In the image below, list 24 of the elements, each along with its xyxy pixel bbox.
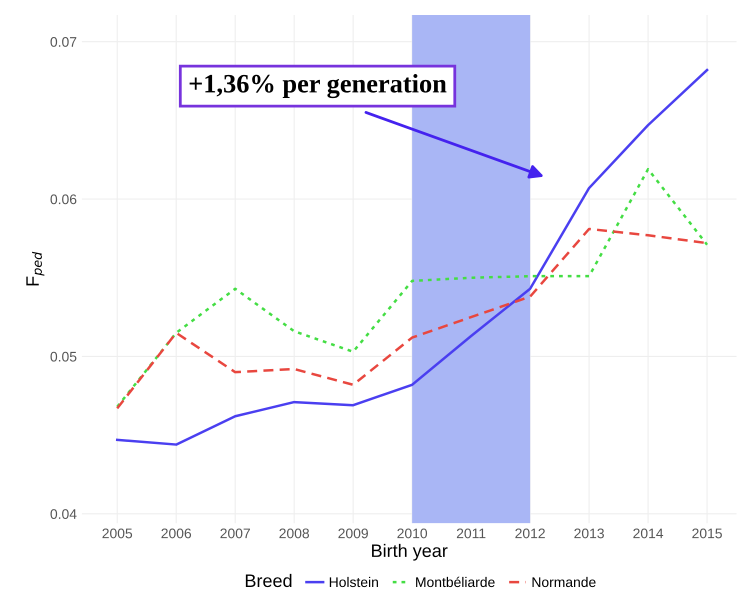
line-series	[116, 168, 708, 408]
y-tick-label: 0.04	[50, 509, 77, 519]
y-axis-title: F$_{ped}$	[26, 252, 44, 286]
line-series	[116, 68, 708, 446]
legend-label: Holstein	[330, 576, 378, 588]
x-axis-title: Birth year	[372, 544, 448, 561]
y-tick-label: 0.05	[50, 352, 76, 362]
x-tick-label: 2010	[397, 528, 428, 538]
x-tick-label: 2012	[515, 528, 545, 538]
x-tick-label: 2006	[161, 528, 192, 538]
x-tick-label: 2005	[102, 528, 132, 538]
annotation: +1,36% per generation	[190, 74, 446, 98]
x-tick-label: 2015	[692, 528, 722, 538]
legend-label: Normande	[532, 576, 596, 588]
x-tick-label: 2009	[338, 528, 368, 538]
x-tick-label: 2014	[633, 528, 664, 538]
x-tick-label: 2008	[279, 528, 310, 538]
x-tick-label: 2007	[220, 528, 250, 538]
legend-label: Montbéliarde	[416, 576, 495, 588]
x-tick-label: 2011	[456, 528, 486, 538]
y-tick-label: 0.06	[50, 194, 76, 204]
x-tick-label: 2013	[574, 528, 604, 538]
legend-title: Breed	[246, 574, 292, 588]
y-tick-label: 0.07	[50, 37, 76, 47]
